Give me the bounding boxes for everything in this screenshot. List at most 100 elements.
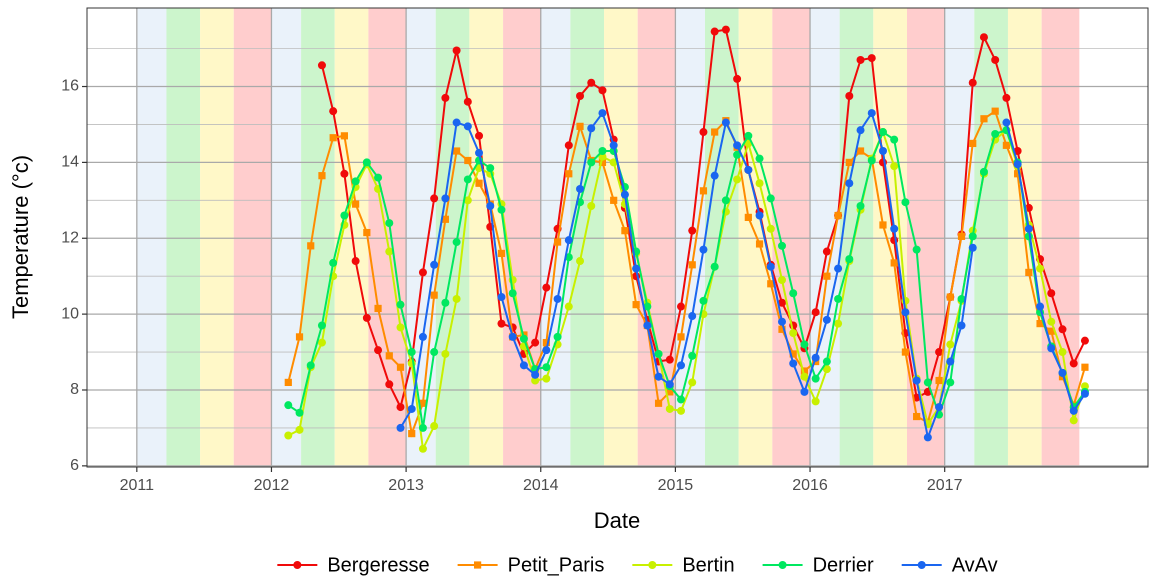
point [721,196,730,205]
point [711,128,719,136]
point [867,109,876,118]
point [777,241,786,250]
point [598,158,607,166]
point [856,126,865,135]
point [284,378,292,387]
point [710,262,719,271]
point [1047,327,1055,335]
point [946,293,954,301]
season-band [503,8,541,467]
point [463,97,472,106]
point [744,131,753,140]
point [755,211,764,220]
point [441,194,450,203]
point [553,238,562,246]
point [396,403,405,412]
point [980,115,988,123]
point [362,158,371,167]
y-tick-label: 8 [70,381,79,398]
point [621,227,629,235]
point [441,298,450,307]
point [295,425,304,434]
point [351,257,360,266]
point [497,249,506,258]
series-line [287,128,1086,453]
point [845,179,854,188]
point [811,308,820,317]
point [834,211,842,220]
point [867,156,876,165]
point [688,312,697,321]
point [800,372,809,381]
point [778,325,786,333]
point [610,196,618,204]
legend-marker [293,561,302,569]
point [856,147,865,155]
point [677,406,686,415]
point [307,242,315,250]
point [318,172,326,180]
y-tick-label: 10 [61,305,79,322]
point [856,202,865,211]
point [688,226,697,235]
y-tick-label: 12 [61,229,79,246]
point [665,380,674,389]
point [553,332,562,341]
point [946,357,955,366]
y-axis-title: Temperature (°c) [8,155,33,319]
point [789,289,798,298]
point [497,293,506,302]
point [1080,336,1089,345]
point [845,92,854,101]
point [946,378,955,387]
point [576,92,585,101]
point [643,302,652,311]
point [913,412,921,421]
point [407,404,416,413]
x-tick-label: 2017 [927,477,963,494]
point [317,338,326,347]
legend-marker [917,561,926,569]
point [340,169,349,178]
legend-label: Bergeresse [327,554,429,576]
point [677,361,686,370]
point [878,147,887,156]
x-tick-label: 2016 [792,477,828,494]
point [576,184,585,193]
point [441,349,450,358]
x-tick-label: 2013 [388,477,424,494]
point [508,289,517,298]
point [407,348,416,357]
point [452,238,461,247]
point [935,376,943,385]
point [822,357,831,366]
season-band [738,8,773,467]
point [452,147,461,155]
point [1036,320,1044,328]
point [969,139,977,148]
point [519,334,528,343]
point [879,221,887,229]
point [475,179,483,187]
point [822,315,831,324]
point [609,141,618,150]
point [396,363,405,371]
point [1069,416,1078,425]
point [710,27,719,36]
legend-marker [778,561,787,569]
point [1058,325,1067,334]
point [542,374,551,383]
point [598,86,607,95]
point [564,141,573,150]
point [564,302,573,311]
series-line [287,109,1086,438]
point [508,332,517,341]
point [497,205,506,214]
point [329,258,338,267]
point [542,363,551,372]
point [1047,317,1056,326]
point [519,361,528,370]
point [800,367,809,375]
point [430,260,439,269]
point [699,128,708,137]
